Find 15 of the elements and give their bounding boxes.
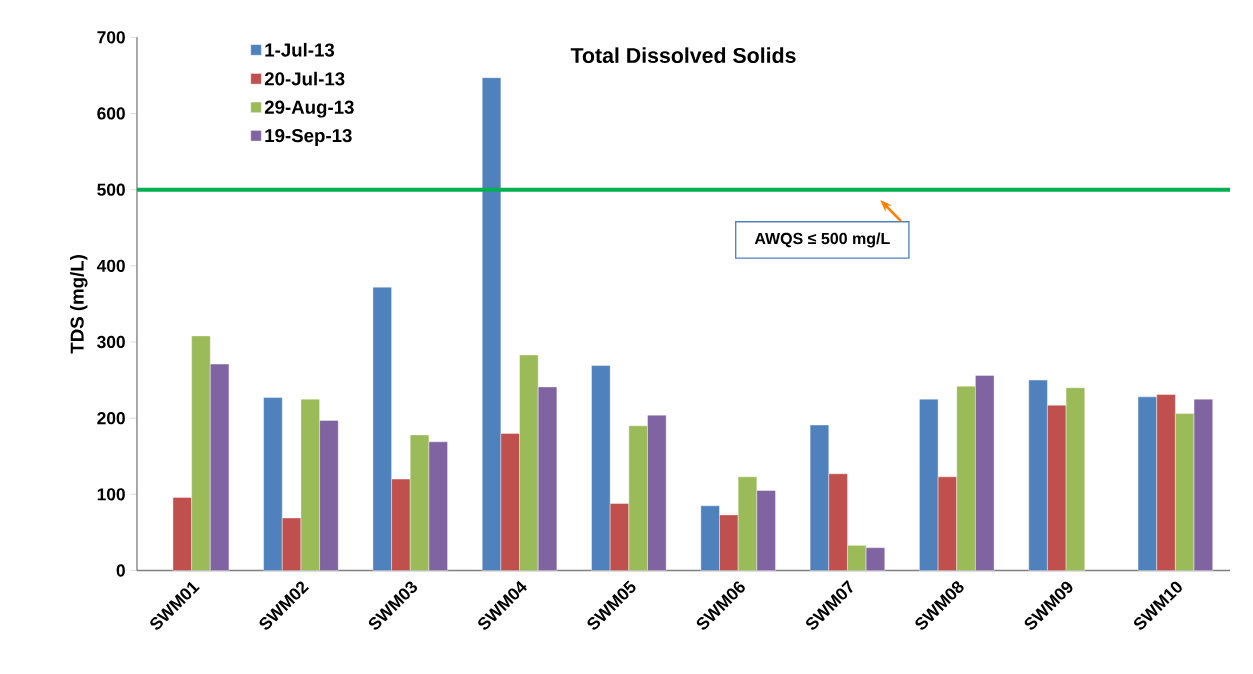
y-tick-label: 500 [97,183,125,196]
legend-label: 19-Sep-13 [265,128,352,146]
y-tick-label: 0 [116,564,125,577]
y-axis-title: TDS (mg/L) [70,254,88,354]
y-tick-label: 100 [97,487,125,501]
y-tick-label: 200 [97,411,125,425]
y-tick-label: 700 [97,30,125,44]
legend-label: 1-Jul-13 [265,42,335,57]
ref-line-label: AWQS ≤ 500 mg/L [754,232,890,248]
y-tick-label: 300 [97,335,125,348]
chart-title: Total Dissolved Solids [570,47,796,63]
legend-label: 29-Aug-13 [264,100,354,118]
y-tick-label: 400 [96,259,125,272]
y-tick-label: 600 [97,107,125,120]
legend-label: 20-Jul-13 [264,71,345,86]
